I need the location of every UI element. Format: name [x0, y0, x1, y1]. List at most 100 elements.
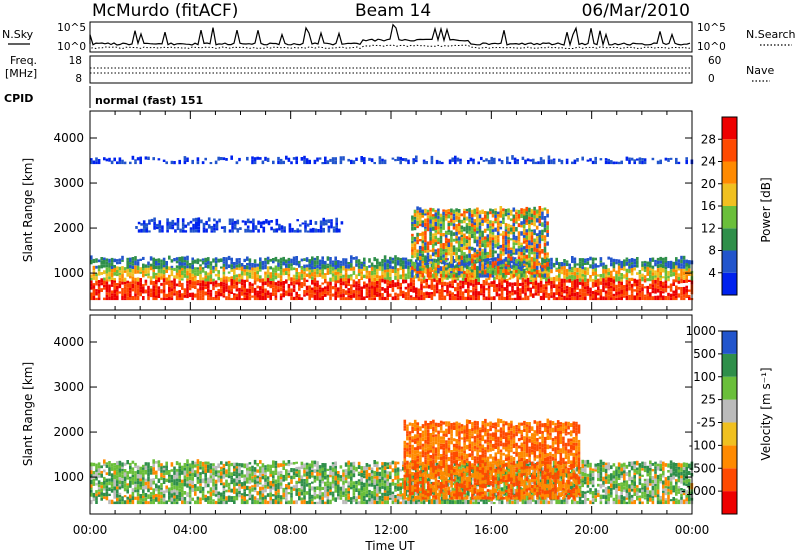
heatmap-cell: [191, 488, 194, 492]
heatmap-cell: [486, 267, 490, 271]
heatmap-cell: [504, 226, 508, 230]
heatmap-cell: [105, 267, 109, 271]
heatmap-cell: [426, 245, 430, 251]
heatmap-cell: [431, 235, 435, 240]
heatmap-cell: [389, 465, 392, 469]
heatmap-cell: [543, 273, 547, 278]
heatmap-cell: [318, 266, 322, 270]
heatmap-cell: [507, 231, 510, 234]
heatmap-cell: [511, 288, 514, 293]
heatmap-cell: [672, 290, 675, 294]
heatmap-cell: [538, 220, 542, 224]
heatmap-cell: [183, 256, 187, 260]
heatmap-cell: [654, 270, 657, 273]
heatmap-cell: [667, 278, 670, 282]
heatmap-cell: [259, 286, 262, 291]
heatmap-cell: [352, 499, 356, 502]
heatmap-cell: [368, 480, 371, 484]
heatmap-cell: [373, 476, 376, 479]
heatmap-cell: [478, 259, 482, 262]
heatmap-cell: [272, 274, 275, 278]
heatmap-cell: [533, 222, 536, 227]
heatmap-cell: [196, 499, 200, 505]
heatmap-cell: [502, 219, 505, 224]
heatmap-cell: [279, 272, 283, 276]
heatmap-cell: [344, 261, 348, 265]
heatmap-cell: [591, 264, 595, 269]
heatmap-cell: [507, 237, 510, 240]
heatmap-cell: [424, 242, 427, 246]
heatmap-cell: [342, 274, 345, 278]
heatmap-cell: [212, 297, 215, 301]
heatmap-cell: [142, 472, 145, 478]
heatmap-cell: [253, 467, 257, 472]
heatmap-cell: [477, 297, 480, 301]
heatmap-cell: [552, 280, 556, 285]
heatmap-cell: [402, 493, 405, 496]
heatmap-cell: [481, 217, 484, 221]
heatmap-cell: [292, 462, 296, 465]
heatmap-cell: [383, 255, 387, 260]
heatmap-cell: [491, 213, 495, 218]
heatmap-cell: [576, 263, 579, 266]
heatmap-cell: [465, 211, 469, 214]
heatmap-cell: [659, 263, 662, 268]
heatmap-cell: [165, 485, 168, 489]
heatmap-cell: [228, 229, 232, 233]
heatmap-cell: [134, 465, 137, 468]
heatmap-cell: [266, 481, 270, 487]
heatmap-cell: [285, 473, 288, 477]
heatmap-cell: [597, 278, 600, 283]
heatmap-cell: [186, 278, 189, 281]
heatmap-cell: [545, 287, 548, 290]
heatmap-cell: [504, 212, 508, 217]
heatmap-cell: [602, 285, 605, 289]
heatmap-cell: [256, 270, 259, 275]
heatmap-cell: [460, 271, 464, 274]
heatmap-cell: [489, 264, 492, 270]
heatmap-cell: [520, 213, 523, 218]
heatmap-cell: [386, 297, 389, 301]
heatmap-cell: [287, 271, 291, 274]
heatmap-cell: [90, 286, 93, 290]
heatmap-cell: [344, 480, 348, 484]
heatmap-cell: [511, 282, 514, 286]
heatmap-cell: [426, 218, 430, 223]
heatmap-cell: [528, 260, 531, 264]
heatmap-cell: [450, 273, 453, 278]
heatmap-cell: [295, 279, 298, 283]
heatmap-cell: [269, 278, 272, 281]
heatmap-cell: [431, 219, 435, 225]
heatmap-cell: [129, 257, 132, 263]
heatmap-cell: [342, 469, 345, 473]
heatmap-cell: [402, 279, 405, 284]
heatmap-cell: [147, 265, 150, 268]
heatmap-cell: [365, 482, 369, 487]
heatmap-cell: [253, 471, 257, 475]
heatmap-cell: [682, 271, 686, 276]
heatmap-cell: [144, 279, 148, 283]
heatmap-cell: [175, 283, 179, 287]
heatmap-cell: [246, 263, 249, 266]
heatmap-cell: [253, 474, 257, 477]
heatmap-cell: [441, 161, 444, 165]
heatmap-cell: [269, 292, 272, 295]
heatmap-cell: [584, 274, 587, 278]
heatmap-cell: [573, 267, 577, 272]
heatmap-cell: [181, 287, 184, 290]
heatmap-cell: [363, 257, 366, 262]
heatmap-cell: [142, 501, 145, 505]
heatmap-cell: [376, 490, 379, 494]
heatmap-cell: [526, 295, 530, 301]
heatmap-cell: [578, 276, 582, 279]
heatmap-cell: [123, 462, 127, 466]
heatmap-cell: [578, 281, 582, 285]
heatmap-cell: [160, 266, 163, 269]
heatmap-cell: [457, 245, 461, 249]
heatmap-cell: [308, 296, 311, 301]
heatmap-cell: [279, 285, 283, 288]
heatmap-cell: [131, 257, 135, 260]
heatmap-cell: [563, 295, 566, 301]
heatmap-cell: [194, 470, 197, 474]
heatmap-cell: [402, 158, 405, 161]
